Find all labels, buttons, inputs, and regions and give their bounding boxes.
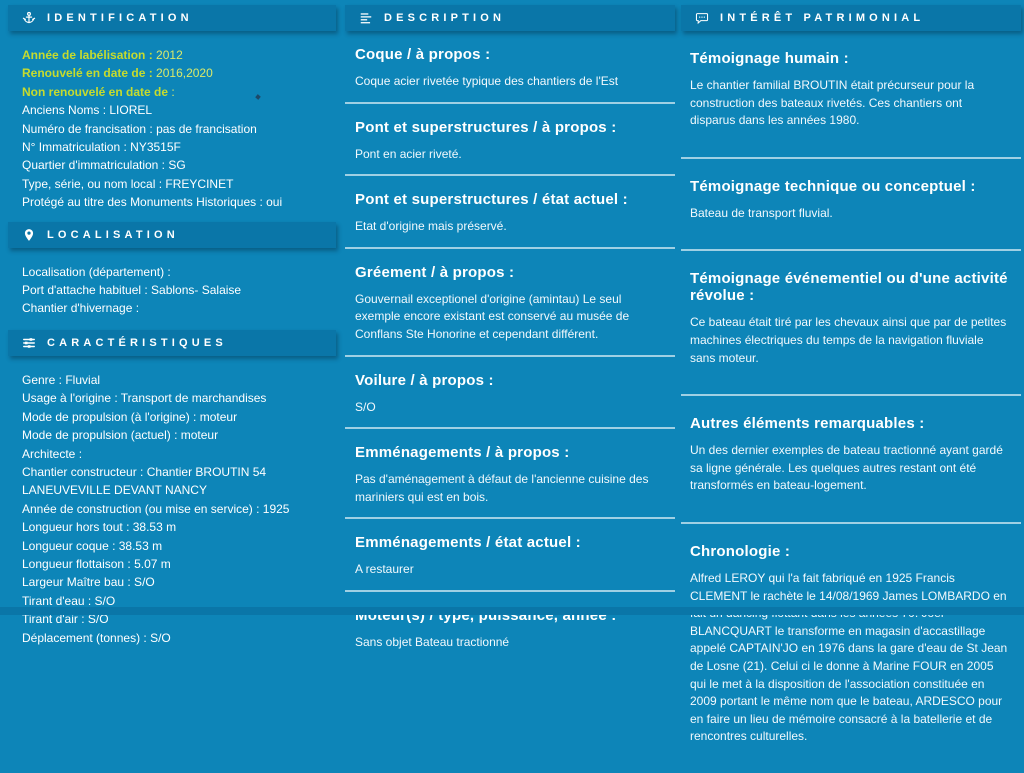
- caracteristiques-title: CARACTÉRISTIQUES: [47, 336, 227, 349]
- description-title: DESCRIPTION: [384, 12, 506, 24]
- patrimonial-item-heading: Témoignage humain :: [690, 50, 849, 67]
- column-patrimonial: INTÉRÊT PATRIMONIAL Témoignage humain : …: [681, 5, 1021, 773]
- labelled-year-row: Renouvelé en date de : 2016,2020: [22, 66, 213, 81]
- patrimonial-item-text: Bateau de transport fluvial.: [690, 205, 833, 220]
- description-item: Emménagements / état actuel : A restaure…: [345, 519, 675, 592]
- description-item-text: Coque acier rivetée typique des chantier…: [355, 74, 619, 88]
- description-item-text: Pas d'aménagement à défaut de l'ancienne…: [355, 472, 649, 504]
- patrimonial-item: Autres éléments remarquables : Un des de…: [681, 396, 1021, 524]
- description-item-text: Etat d'origine mais préservé.: [355, 219, 507, 234]
- caracteristique-field: Année de construction (ou mise en servic…: [22, 501, 290, 516]
- description-item-text: A restaurer: [355, 562, 414, 577]
- localisation-field: Localisation (département) :: [22, 264, 171, 279]
- patrimonial-item-heading: Témoignage technique ou conceptuel :: [690, 177, 976, 195]
- localisation-title: LOCALISATION: [47, 228, 179, 241]
- description-item-heading: Emménagements / à propos :: [355, 444, 570, 462]
- localisation-header: LOCALISATION: [8, 221, 336, 248]
- identification-field: N° Immatriculation : NY3515F: [22, 140, 181, 155]
- identification-field: Quartier d'immatriculation : SG: [22, 158, 186, 173]
- caracteristique-field: Genre : Fluvial: [22, 372, 101, 387]
- patrimonial-item-text: Un des dernier exemples de bateau tracti…: [690, 443, 1003, 493]
- patrimonial-header: INTÉRÊT PATRIMONIAL: [681, 5, 1021, 31]
- description-item-heading: Pont et superstructures / à propos :: [355, 118, 617, 136]
- description-item-heading: Emménagements / état actuel :: [355, 534, 581, 552]
- map-marker-icon: [22, 228, 36, 242]
- description-item: Pont et superstructures / état actuel : …: [345, 176, 675, 249]
- description-item: Moteur(s) / type, puissance, année : San…: [345, 592, 675, 663]
- patrimonial-item: Témoignage technique ou conceptuel : Bat…: [681, 159, 1021, 252]
- description-item-heading: Coque / à propos :: [355, 46, 491, 63]
- description-item-text: Pont en acier riveté.: [355, 146, 462, 161]
- patrimonial-item-text: Le chantier familial BROUTIN était précu…: [690, 78, 975, 128]
- caracteristique-field: Déplacement (tonnes) : S/O: [22, 630, 171, 645]
- sliders-icon: [22, 336, 36, 350]
- align-left-icon: [359, 11, 373, 25]
- description-item: Coque / à propos : Coque acier rivetée t…: [345, 31, 675, 104]
- patrimonial-item-heading: Chronologie :: [690, 542, 791, 560]
- localisation-field: Chantier d'hivernage :: [22, 301, 140, 316]
- caracteristique-field: Largeur Maître bau : S/O: [22, 575, 155, 590]
- patrimonial-item-heading: Autres éléments remarquables :: [690, 415, 925, 433]
- identification-field: Numéro de francisation : pas de francisa…: [22, 121, 257, 136]
- identification-field: Type, série, ou nom local : FREYCINET: [22, 176, 234, 191]
- patrimonial-item-text: Ce bateau était tiré par les chevaux ain…: [690, 315, 1007, 365]
- caracteristique-field: Usage à l'origine : Transport de marchan…: [22, 391, 267, 406]
- labelled-year-row: Année de labélisation : 2012: [22, 48, 183, 62]
- description-item-text: Gouvernail exceptionel d'origine (aminta…: [355, 291, 630, 341]
- column-description: DESCRIPTION Coque / à propos : Coque aci…: [345, 5, 675, 773]
- patrimonial-items: Témoignage humain : Le chantier familial…: [681, 31, 1021, 773]
- description-items: Coque / à propos : Coque acier rivetée t…: [345, 31, 675, 663]
- labelled-year-row: Non renouvelé en date de :: [22, 84, 175, 99]
- caracteristiques-header: CARACTÉRISTIQUES: [8, 329, 336, 356]
- identification-header: IDENTIFICATION: [8, 5, 336, 31]
- patrimonial-item: Témoignage événementiel ou d'une activit…: [681, 251, 1021, 397]
- description-item-heading: Pont et superstructures / état actuel :: [355, 191, 628, 209]
- localisation-field: Port d'attache habituel : Sablons- Salai…: [22, 283, 242, 298]
- caracteristiques-fields: Genre : Fluvial Usage à l'origine : Tran…: [8, 356, 336, 647]
- patrimonial-item: Chronologie : Alfred LEROY qui l'a fait …: [681, 524, 1021, 773]
- caracteristique-field: Mode de propulsion (à l'origine) : moteu…: [22, 409, 238, 424]
- patrimonial-item-heading: Témoignage événementiel ou d'une activit…: [690, 270, 1008, 305]
- description-header: DESCRIPTION: [345, 5, 675, 31]
- identification-fields: Année de labélisation : 2012 Renouvelé e…: [8, 31, 336, 212]
- patrimonial-item-text: Alfred LEROY qui l'a fait fabriqué en 19…: [690, 570, 1008, 744]
- patrimonial-title: INTÉRÊT PATRIMONIAL: [720, 12, 925, 24]
- caracteristique-field: Chantier constructeur : Chantier BROUTIN…: [22, 464, 267, 498]
- comment-icon: [695, 11, 709, 25]
- description-item-text: Sans objet Bateau tractionné: [355, 634, 510, 649]
- caracteristique-field: Longueur flottaison : 5.07 m: [22, 556, 171, 571]
- localisation-fields: Localisation (département) : Port d'atta…: [8, 248, 336, 318]
- description-item: Pont et superstructures / à propos : Pon…: [345, 104, 675, 177]
- caracteristique-field: Mode de propulsion (actuel) : moteur: [22, 428, 219, 443]
- description-item: Emménagements / à propos : Pas d'aménage…: [345, 429, 675, 520]
- description-item-text: S/O: [355, 399, 376, 414]
- identification-field: Anciens Noms : LIOREL: [22, 103, 153, 118]
- caracteristique-field: Tirant d'eau : S/O: [22, 593, 116, 608]
- column-identification: IDENTIFICATION Année de labélisation : 2…: [8, 5, 336, 773]
- patrimonial-item: Témoignage humain : Le chantier familial…: [681, 31, 1021, 159]
- description-item-heading: Gréement / à propos :: [355, 263, 515, 281]
- description-item: Voilure / à propos : S/O: [345, 357, 675, 430]
- caracteristique-field: Longueur coque : 38.53 m: [22, 538, 163, 553]
- identification-field: Protégé au titre des Monuments Historiqu…: [22, 195, 283, 210]
- anchor-icon: [22, 11, 36, 25]
- description-item: Gréement / à propos : Gouvernail excepti…: [345, 249, 675, 357]
- description-item-heading: Voilure / à propos :: [355, 371, 494, 389]
- identification-title: IDENTIFICATION: [47, 12, 193, 24]
- footer-bar: [0, 607, 1024, 615]
- caracteristique-field: Architecte :: [22, 446, 83, 461]
- caracteristique-field: Longueur hors tout : 38.53 m: [22, 520, 177, 535]
